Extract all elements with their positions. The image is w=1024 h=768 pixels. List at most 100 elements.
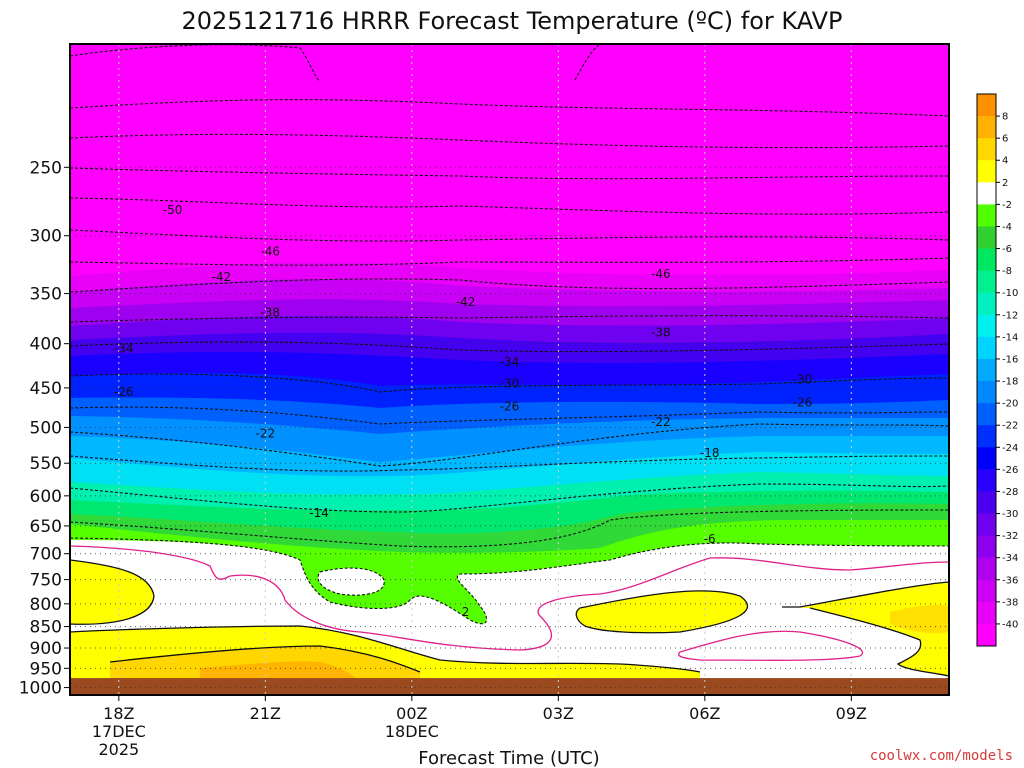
isotherm-dashed-16 <box>70 509 949 548</box>
credit-text: coolwx.com/models <box>870 748 1013 764</box>
contour-label-18: -26 <box>793 396 813 410</box>
isotherm-zero-4 <box>70 625 701 673</box>
colorbar-box-22 <box>977 579 996 603</box>
x-tick-label-18-2: 2025 <box>98 740 139 759</box>
band-warm-1 <box>576 590 748 633</box>
isotherm-dashed-6 <box>70 229 949 242</box>
colorbar-box-9 <box>977 292 996 316</box>
colorbar-box-10 <box>977 314 996 338</box>
isotherm-zero-2 <box>782 581 949 608</box>
colorbar-label-4: 4 <box>1002 156 1008 167</box>
chart-title: 2025121716 HRRR Forecast Temperature (ºC… <box>181 7 842 35</box>
isotherm-dashed-3 <box>70 133 949 149</box>
colorbar-label-2: 2 <box>1002 178 1008 189</box>
x-tick-label-27-0: 03Z <box>543 704 574 723</box>
isotherm-dashed-14 <box>70 455 949 472</box>
contour-label-1: -46 <box>260 245 280 259</box>
contour-label-3: -38 <box>260 305 280 319</box>
isotherm-zero-0 <box>70 559 155 625</box>
colorbar-box-15 <box>977 425 996 448</box>
isotherm-pink-1 <box>677 630 864 661</box>
y-tick-label-500: 500 <box>30 418 62 438</box>
y-tick-label-550: 550 <box>30 454 62 474</box>
colorbar-label--38: -38 <box>1002 597 1018 608</box>
y-tick-label-750: 750 <box>30 571 62 591</box>
contour-label-14: -22 <box>651 415 671 429</box>
colorbar-label--26: -26 <box>1002 465 1018 476</box>
isotherm-dashed-11 <box>70 373 949 393</box>
colorbar-label-6: 6 <box>1002 134 1008 145</box>
colorbar-box-2 <box>977 138 996 161</box>
y-tick-label-1000: 1000 <box>19 679 62 699</box>
colorbar-box-11 <box>977 336 996 360</box>
colorbar-label--18: -18 <box>1002 377 1018 388</box>
band-warm-core <box>890 604 949 634</box>
contour-label-12: -46 <box>651 267 671 281</box>
colorbar-box-20 <box>977 535 996 559</box>
colorbar-frame <box>976 93 997 647</box>
contour-label-6: -22 <box>256 426 276 440</box>
colorbar-box-17 <box>977 469 996 492</box>
isotherm-dashed-7 <box>70 257 949 266</box>
y-tick-label-450: 450 <box>30 379 62 399</box>
colorbar-box-18 <box>977 491 996 515</box>
isotherm-dashed-2 <box>70 99 949 117</box>
temperature-bands <box>70 44 949 695</box>
ground-layer <box>70 678 949 695</box>
contour-label-5: -26 <box>114 385 134 399</box>
colorbar-box-1 <box>977 116 996 139</box>
y-tick-label-950: 950 <box>30 659 62 679</box>
colorbar-box-7 <box>977 248 996 272</box>
x-axis-label: Forecast Time (UTC) <box>418 748 599 768</box>
x-tick-label-33-0: 09Z <box>836 704 867 723</box>
colorbar-label--24: -24 <box>1002 443 1018 454</box>
contour-label-9: -34 <box>500 355 520 369</box>
y-tick-label-900: 900 <box>30 639 62 659</box>
colorbar-label--36: -36 <box>1002 575 1018 586</box>
isotherm-dashed-0 <box>70 44 321 83</box>
y-tick-label-250: 250 <box>30 158 62 178</box>
y-tick-label-300: 300 <box>30 227 62 247</box>
colorbar-box-6 <box>977 226 996 250</box>
isotherm-dashed-9 <box>70 315 949 323</box>
colorbar-box-8 <box>977 270 996 294</box>
y-axis-ticks: 2503003504004505005506006507007508008509… <box>19 158 70 699</box>
contour-label-8: -42 <box>456 295 476 309</box>
y-tick-label-350: 350 <box>30 285 62 305</box>
contour-label-16: -6 <box>704 532 716 546</box>
x-tick-label-21-0: 21Z <box>250 704 281 723</box>
colorbar-label--6: -6 <box>1002 244 1012 255</box>
isotherm-dashed-17 <box>70 537 949 625</box>
contour-label-7: -14 <box>309 506 329 520</box>
band-warm-0 <box>70 560 154 625</box>
colorbar-label--2: -2 <box>1002 200 1012 211</box>
colorbar-box-4 <box>977 182 996 205</box>
isotherm-dashed-13 <box>70 423 949 467</box>
colorbar-label--10: -10 <box>1002 288 1018 299</box>
colorbar-label--34: -34 <box>1002 553 1018 564</box>
y-tick-label-700: 700 <box>30 545 62 565</box>
colorbar-label-8: 8 <box>1002 112 1008 123</box>
colorbar-label--30: -30 <box>1002 509 1018 520</box>
colorbar-box-23 <box>977 601 996 625</box>
contour-label-13: -38 <box>651 325 671 339</box>
isotherm-dashed-10 <box>70 341 949 353</box>
colorbar-box-16 <box>977 447 996 470</box>
colorbar-box-3 <box>977 160 996 183</box>
contour-label-4: -34 <box>114 341 134 355</box>
colorbar-label--28: -28 <box>1002 487 1018 498</box>
colorbar-box-13 <box>977 381 996 404</box>
plot-frame <box>69 43 950 696</box>
ground-fill <box>70 678 949 695</box>
contour-label-2: -42 <box>212 270 232 284</box>
colorbar-label--8: -8 <box>1002 266 1012 277</box>
y-tick-label-850: 850 <box>30 618 62 638</box>
colorbar-box-14 <box>977 403 996 426</box>
band-white-pocket <box>318 568 385 596</box>
x-tick-label-18-1: 17DEC <box>92 722 146 741</box>
colorbar-label--32: -32 <box>1002 531 1018 542</box>
colorbar-label--40: -40 <box>1002 619 1018 630</box>
colorbar-legend: 8 6 4 2 -2 -4 -6 -8 -10 -12 -14 -16 -18 -20 -22 -24 -26 -… <box>976 93 1018 647</box>
colorbar-label--4: -4 <box>1002 222 1012 233</box>
